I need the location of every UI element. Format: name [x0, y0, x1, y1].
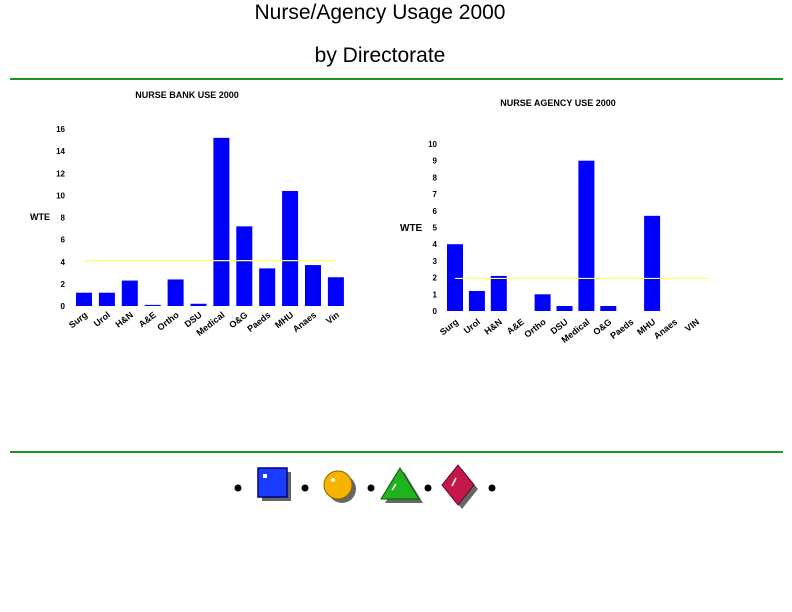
chart-1-ytick-label: 10	[56, 191, 65, 200]
chart-1-bar-dsu	[190, 303, 207, 306]
slide-title: Nurse/Agency Usage 2000	[254, 1, 506, 24]
chart-1-ytick-label: 16	[56, 125, 65, 134]
slide-subtitle: by Directorate	[314, 44, 446, 67]
chart-1-bar-paeds	[259, 268, 276, 306]
chart-1-title: NURSE BANK USE 2000	[135, 90, 239, 100]
bullet-dot-icon	[424, 484, 432, 492]
chart-2-title: NURSE AGENCY USE 2000	[500, 98, 616, 108]
chart-1-ytick-label: 4	[61, 258, 66, 267]
chart-1-ytick-label: 6	[61, 236, 66, 245]
chart-1-bar-urol	[98, 292, 115, 306]
chart-1-ytick-label: 2	[61, 280, 66, 289]
chart-2-bar-medical	[578, 160, 595, 311]
chart-2-ytick-label: 1	[433, 290, 438, 299]
chart-2-ytick-label: 7	[433, 190, 438, 199]
chart-2-ytick-label: 5	[433, 224, 438, 233]
chart-1-bar-surg	[76, 292, 92, 306]
crimson-diamond-icon	[441, 464, 478, 509]
chart-2-bar-h-n	[490, 275, 507, 311]
chart-2-ytick-label: 10	[428, 140, 437, 149]
bottom-divider	[10, 451, 783, 453]
chart-1-bar-h-n	[121, 280, 138, 306]
chart-2-bar-urol	[468, 290, 485, 311]
bullet-dot-icon	[301, 484, 309, 492]
chart-2-bar-dsu	[556, 305, 573, 311]
green-triangle-icon	[380, 467, 423, 503]
chart-1-bar-vin	[327, 277, 344, 306]
chart-1-bar-mhu	[282, 190, 299, 306]
chart-1-ylabel: WTE	[30, 212, 50, 222]
chart-2-bar-mhu	[644, 215, 661, 311]
top-divider	[10, 78, 783, 80]
chart-1-bar-ortho	[167, 279, 184, 306]
chart-1-bar-medical	[213, 137, 230, 306]
chart-2-ytick-label: 9	[433, 157, 438, 166]
chart-2-bar-surg	[447, 244, 463, 311]
chart-1-ytick-label: 0	[61, 302, 66, 311]
chart-2-ytick-label: 3	[433, 257, 438, 266]
chart-1-ytick-label: 12	[56, 169, 65, 178]
chart-2-bar-ortho	[534, 294, 551, 311]
chart-2-ytick-label: 8	[433, 173, 438, 182]
chart-1-bar-a-e	[144, 304, 161, 306]
chart-1-bar-o-g	[236, 226, 253, 306]
blue-square-icon	[257, 467, 291, 501]
chart-2-ytick-label: 0	[433, 307, 438, 316]
chart-2-ytick-label: 2	[433, 274, 438, 283]
chart-2-ytick-label: 6	[433, 207, 438, 216]
bullet-dot-icon	[367, 484, 375, 492]
chart-1-ytick-label: 8	[61, 214, 66, 223]
chart-1-ytick-label: 14	[56, 147, 65, 156]
chart-2-bar-o-g	[600, 305, 617, 311]
chart-2-ytick-label: 4	[433, 240, 438, 249]
chart-1-bar-anaes	[305, 265, 321, 306]
yellow-circle-icon	[323, 470, 356, 503]
bullet-dot-icon	[234, 484, 242, 492]
chart-2-ylabel: WTE	[400, 223, 423, 234]
bullet-dot-icon	[488, 484, 496, 492]
